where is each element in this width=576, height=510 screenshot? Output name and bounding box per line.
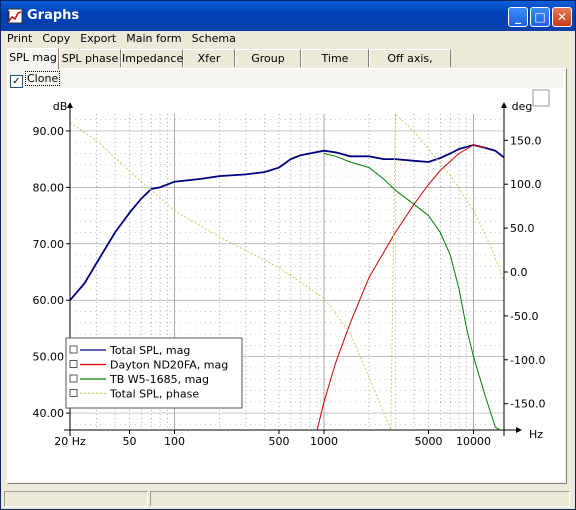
legend-label: Total SPL, phase <box>109 388 199 401</box>
status-cell-1 <box>4 491 148 507</box>
y2-tick-label: 50.0 <box>510 222 535 235</box>
x-axis-arrow <box>516 427 522 433</box>
tab-xfer-func[interactable]: Xfer func <box>183 49 235 82</box>
right-unit-label: deg <box>512 100 533 113</box>
x-tick-label: 5000 <box>414 435 442 448</box>
legend-label: TB W5-1685, mag <box>109 373 209 386</box>
tab-off-axis-overlay[interactable]: Off axis, overlay <box>369 49 451 82</box>
y2-tick-label: 150.0 <box>510 134 542 147</box>
left-unit-label: dB <box>53 100 68 113</box>
series-line <box>316 144 486 430</box>
minimize-button[interactable]: _ <box>508 7 528 27</box>
y-tick-label: 80.00 <box>33 181 65 194</box>
close-icon: ✕ <box>556 10 568 24</box>
x-unit-label: Hz <box>529 428 543 441</box>
close-button[interactable]: ✕ <box>552 7 572 27</box>
x-tick-label: 50 <box>122 435 136 448</box>
series-line <box>323 153 501 430</box>
y2-tick-label: 0.0 <box>510 266 528 279</box>
y-axis-right-arrow <box>501 102 507 108</box>
y-tick-label: 40.00 <box>33 407 65 420</box>
tab-time-domain[interactable]: Time domain <box>301 49 369 82</box>
y2-tick-label: -50.0 <box>510 310 538 323</box>
menu-export[interactable]: Export <box>80 32 117 45</box>
legend-checkbox <box>69 360 78 368</box>
y2-tick-label: -150.0 <box>510 398 545 411</box>
series-group <box>70 112 504 430</box>
x-tick-label: 20 Hz <box>54 435 86 448</box>
spl-chart: 40.00 50.00 60.00 70.00 80.00 90.00 -150.0 -100… <box>33 89 550 448</box>
series-line <box>70 144 504 301</box>
x-tick-label: 1000 <box>310 435 338 448</box>
y-tick-label: 70.00 <box>33 238 65 251</box>
tab-impedance[interactable]: Impedance <box>121 49 183 67</box>
minimize-icon: _ <box>515 10 521 24</box>
clone-check-icon: ✓ <box>10 75 23 88</box>
y-axis-left-arrow <box>67 102 73 108</box>
legend-checkbox <box>69 345 78 354</box>
chart-area: 40.00 50.00 60.00 70.00 80.00 90.00 -150.0 -100… <box>8 88 564 481</box>
x-tick-label: 500 <box>268 435 289 448</box>
series-line <box>70 112 504 430</box>
title-bar[interactable]: Graphs _ □ ✕ <box>1 1 575 31</box>
window-title: Graphs <box>27 8 80 23</box>
status-bar <box>1 489 575 509</box>
legend-label: Dayton ND20FA, mag <box>110 359 228 372</box>
legend-label: Total SPL, mag <box>109 344 190 357</box>
legend-checkbox <box>69 389 78 397</box>
app-icon <box>7 8 23 24</box>
corner-box[interactable] <box>532 89 550 107</box>
y2-tick-label: 100.0 <box>510 178 542 191</box>
tick-labels: 40.00 50.00 60.00 70.00 80.00 90.00 -150.0 -100… <box>33 125 546 448</box>
tab-group-delay[interactable]: Group delay <box>235 49 301 82</box>
maximize-icon: □ <box>534 10 546 24</box>
menu-print[interactable]: Print <box>7 32 33 45</box>
menu-copy[interactable]: Copy <box>42 32 71 45</box>
y-tick-label: 90.00 <box>33 125 65 138</box>
status-cell-2 <box>150 491 570 507</box>
menu-bar: Print Copy Export Main form Schema <box>1 31 575 47</box>
clone-label: Clone <box>25 71 61 86</box>
x-tick-label: 10000 <box>456 435 491 448</box>
maximize-button[interactable]: □ <box>530 7 550 27</box>
y-tick-label: 60.00 <box>33 294 65 307</box>
menu-schema[interactable]: Schema <box>191 32 236 45</box>
clone-checkbox[interactable]: ✓ Clone <box>10 71 61 88</box>
tab-spl-phase[interactable]: SPL phase <box>59 49 121 67</box>
y2-tick-label: -100.0 <box>510 354 545 367</box>
tab-spl-mag[interactable]: SPL mag <box>7 48 59 69</box>
y-tick-label: 50.00 <box>33 351 65 364</box>
x-tick-label: 100 <box>164 435 185 448</box>
menu-main-form[interactable]: Main form <box>126 32 182 45</box>
legend-checkbox <box>69 374 78 383</box>
